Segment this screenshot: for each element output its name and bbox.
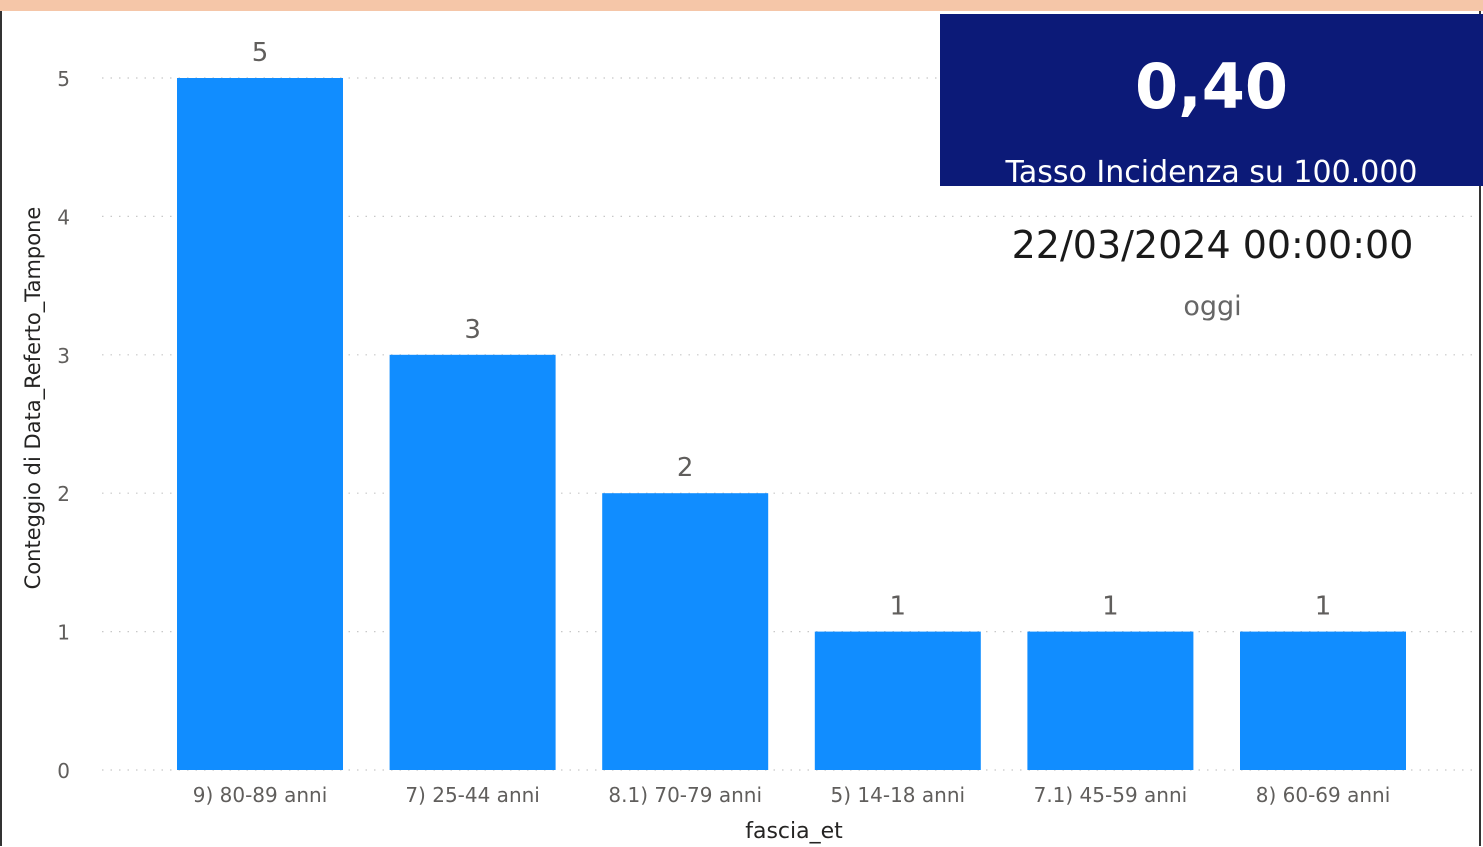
data-label: 1 (1102, 592, 1119, 622)
x-tick-label: 8.1) 70-79 anni (608, 783, 762, 807)
x-tick-label: 7) 25-44 anni (405, 783, 540, 807)
x-tick-label: 9) 80-89 anni (193, 783, 328, 807)
bar[interactable] (602, 493, 769, 770)
x-axis-ticks: 9) 80-89 anni 7) 25-44 anni 8.1) 70-79 ann… (193, 783, 1391, 807)
data-label: 5 (252, 38, 269, 68)
data-label: 1 (1315, 592, 1332, 622)
y-axis-ticks: 0 1 2 3 4 5 (57, 67, 70, 783)
kpi-card: 0,40 Tasso Incidenza su 100.000 (940, 14, 1483, 190)
data-label: 1 (890, 592, 907, 622)
y-tick-label: 0 (57, 759, 70, 783)
y-tick-label: 2 (57, 482, 70, 506)
y-tick-label: 4 (57, 205, 70, 229)
y-tick-label: 5 (57, 67, 70, 91)
y-tick-label: 1 (57, 621, 70, 645)
kpi-value: 0,40 (1135, 50, 1288, 123)
bar[interactable] (1027, 631, 1194, 770)
bar[interactable] (389, 354, 556, 770)
data-label: 3 (464, 315, 481, 345)
data-labels: 5 3 2 1 1 1 (252, 38, 1332, 622)
x-tick-label: 7.1) 45-59 anni (1034, 783, 1188, 807)
bars (177, 78, 1406, 770)
x-tick-label: 5) 14-18 anni (831, 783, 966, 807)
x-tick-label: 8) 60-69 anni (1256, 783, 1391, 807)
x-axis-label: fascia_et (745, 819, 843, 844)
date-label: oggi (1183, 291, 1242, 322)
kpi-label: Tasso Incidenza su 100.000 (1005, 155, 1418, 190)
top-accent-band (0, 0, 1483, 11)
y-axis-label: Conteggio di Data_Referto_Tampone (21, 207, 46, 590)
y-tick-label: 3 (57, 344, 70, 368)
bar[interactable] (1240, 631, 1406, 770)
bar[interactable] (814, 631, 981, 770)
date-value: 22/03/2024 00:00:00 (1011, 223, 1414, 267)
bar[interactable] (177, 78, 343, 770)
data-label: 2 (677, 453, 694, 483)
